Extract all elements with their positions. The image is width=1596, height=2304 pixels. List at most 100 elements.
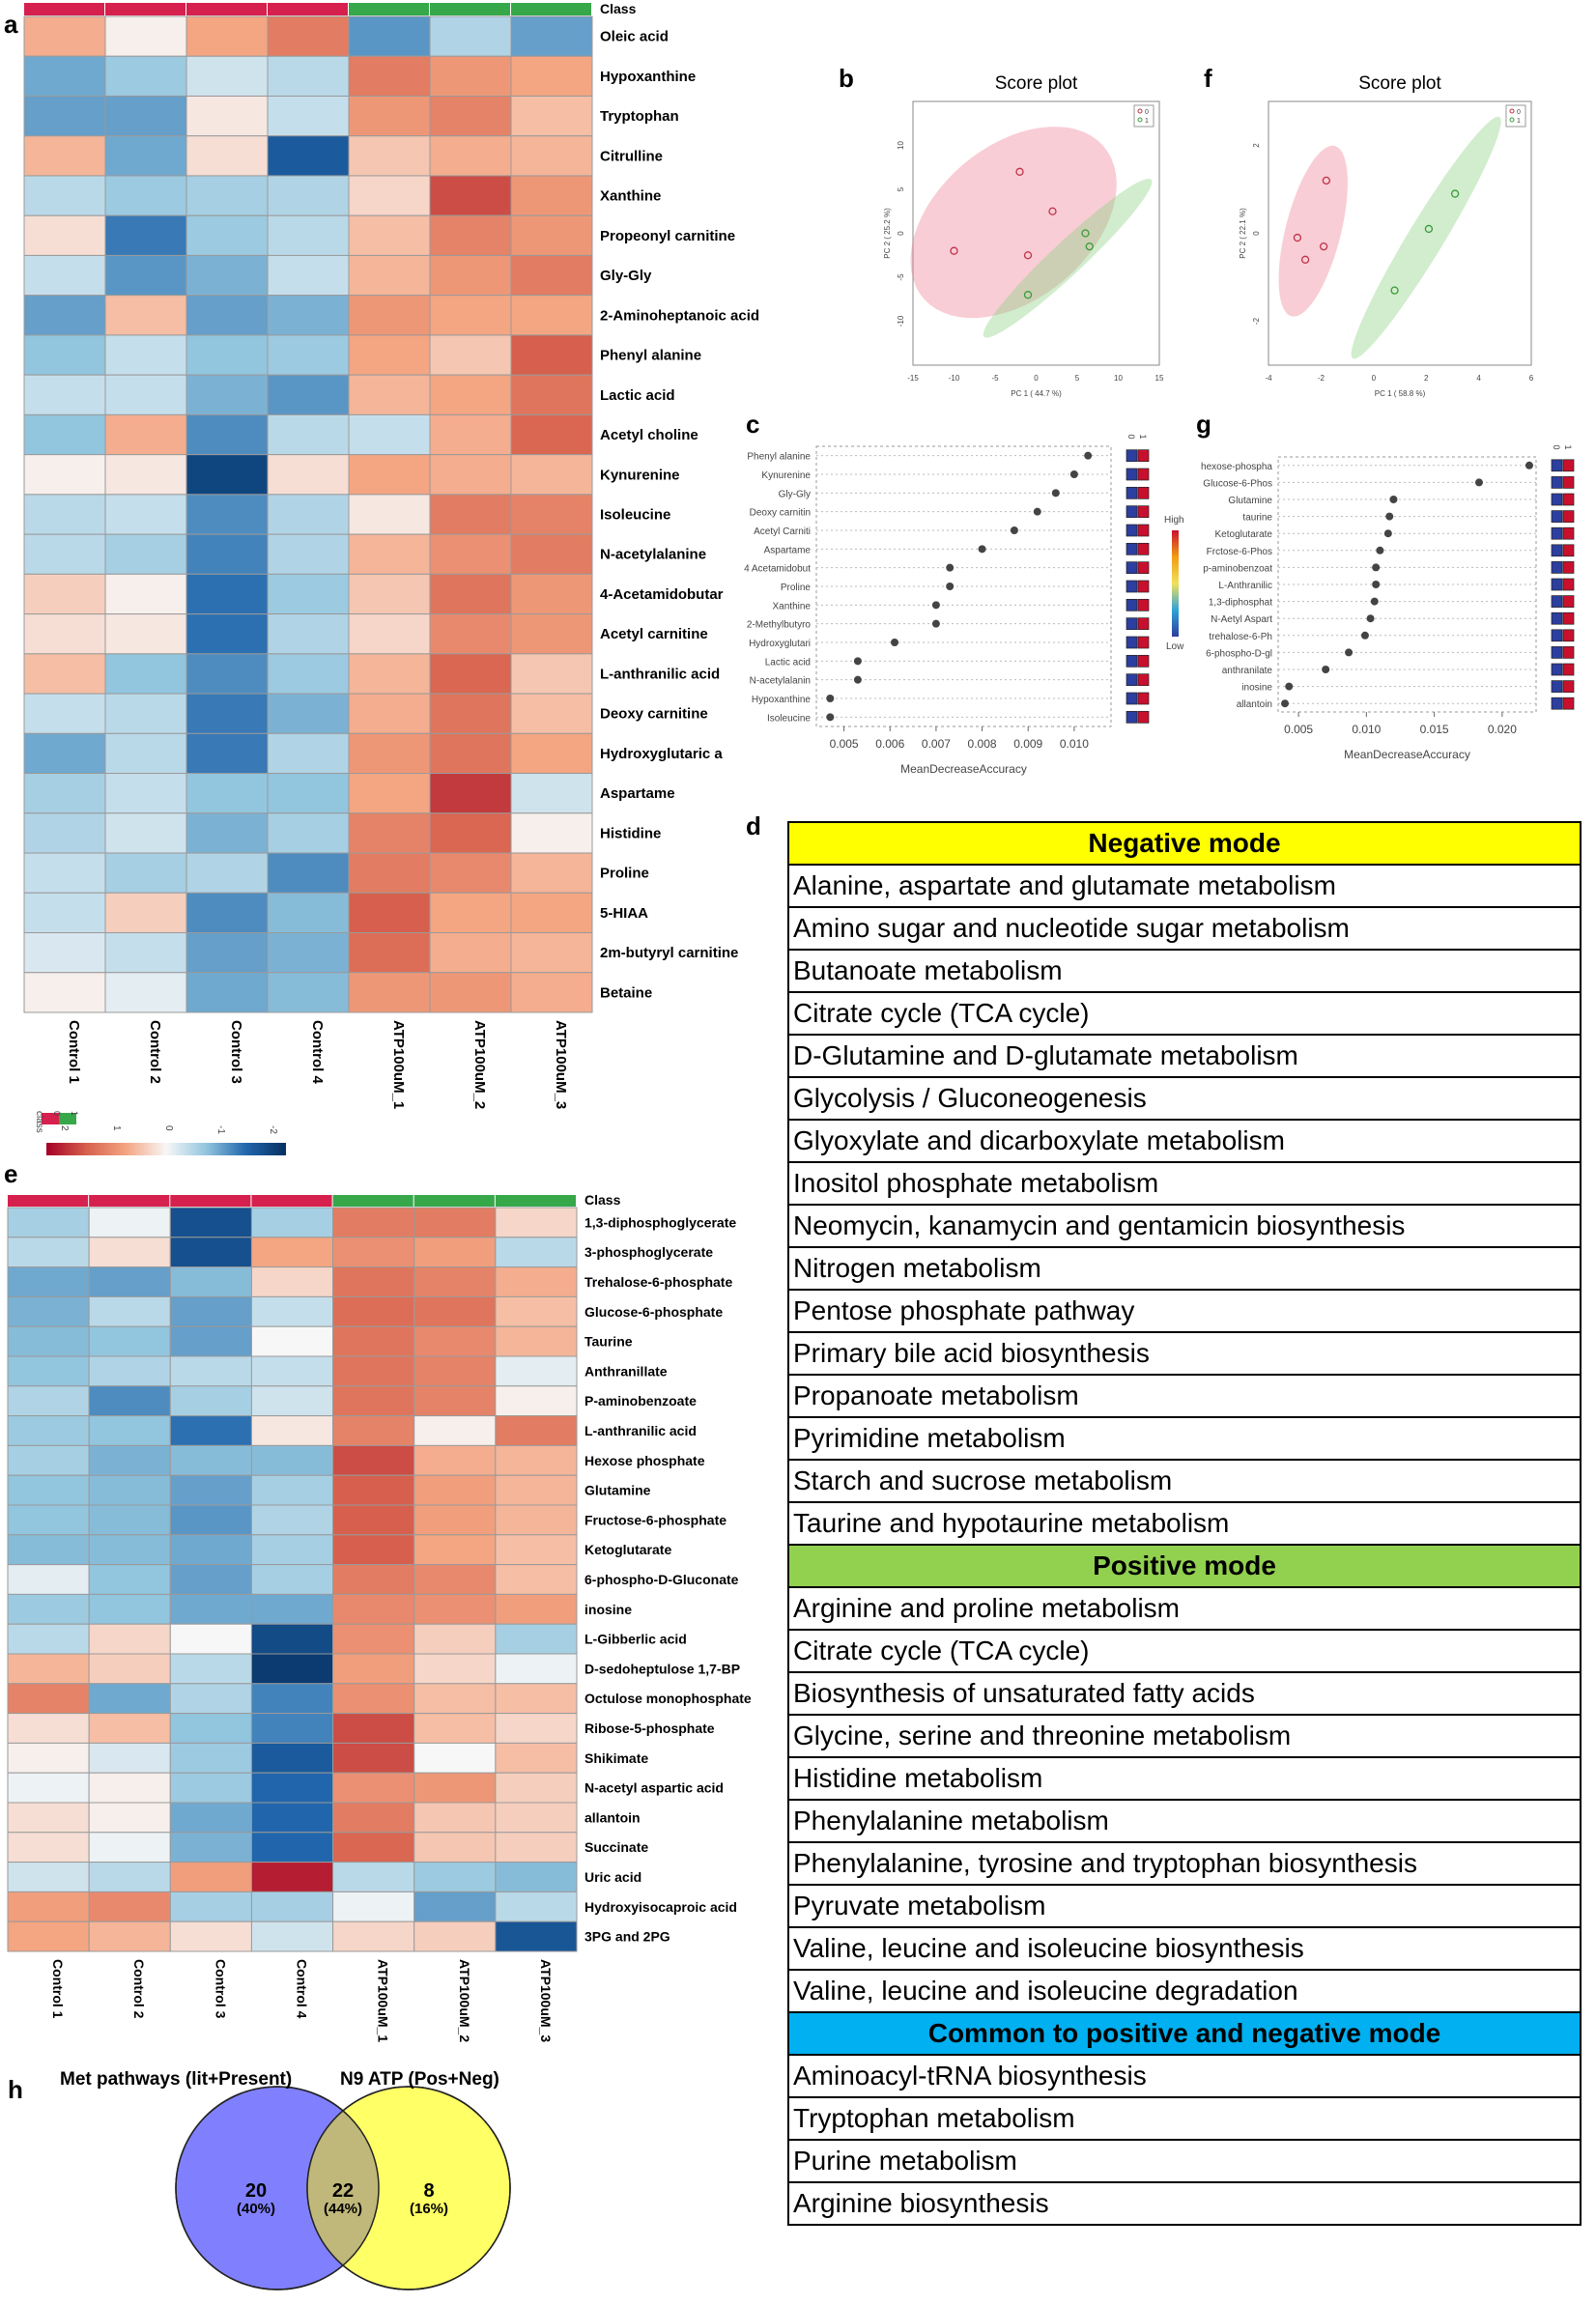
heatmap-cell: [332, 1355, 415, 1387]
heatmap-cell: [267, 135, 350, 177]
heatmap-cell: [169, 1653, 252, 1685]
heatmap-cell: [429, 533, 512, 575]
row-label: Xanthine: [600, 188, 661, 205]
heatmap-cell: [495, 1534, 578, 1566]
feature-label: Glutamine: [1228, 496, 1272, 506]
feature-label: N-acetylalanin: [750, 676, 811, 687]
class-box-0: [1126, 654, 1138, 668]
heatmap-cell: [413, 1653, 497, 1685]
heatmap-cell: [510, 693, 593, 734]
class-box-1: [1137, 692, 1150, 705]
heatmap-cell: [348, 55, 431, 97]
x-tick-label: 2: [1424, 374, 1429, 383]
heatmap-cell: [7, 1207, 90, 1238]
heatmap-cell: [88, 1564, 171, 1595]
class-box-1: [1137, 617, 1150, 631]
heatmap-cell: [510, 972, 593, 1013]
heatmap-cell: [7, 1504, 90, 1536]
row-label: D-sedoheptulose 1,7-BP: [584, 1661, 740, 1676]
heatmap-cell: [429, 494, 512, 535]
panel-f-score-plot: Score plot -4 -2 0 2 4 6 2 0 -2 PC 1 ( 58.8 %) PC 2…: [1239, 73, 1534, 398]
heatmap-cell: [23, 413, 106, 456]
class-bar-cell: [170, 1195, 251, 1207]
class-box-0: [1551, 459, 1563, 472]
row-label: Lactic acid: [600, 387, 675, 404]
heatmap-cell: [413, 1683, 497, 1715]
heatmap-cell: [185, 15, 269, 57]
heatmap-cell: [267, 732, 350, 775]
heatmap-cell: [348, 972, 431, 1013]
class-bar-cell: [24, 3, 104, 15]
heatmap-cell: [23, 892, 106, 934]
heatmap-cell: [104, 494, 187, 535]
section-header: Positive mode: [789, 1546, 1580, 1588]
heatmap-cell: [104, 812, 187, 854]
x-axis-label: MeanDecreaseAccuracy: [1344, 748, 1470, 761]
heatmap-cell: [250, 1713, 334, 1744]
class-box-0: [1126, 617, 1138, 631]
heatmap-cell: [250, 1564, 334, 1595]
venn-overlap: [307, 2087, 379, 2290]
row-label: 6-phospho-D-Gluconate: [584, 1572, 739, 1587]
pathway-row: Inositol phosphate metabolism: [789, 1163, 1580, 1206]
x-tick-label: -2: [1318, 374, 1325, 383]
panel-c-importance-plot: Phenyl alanine Kynurenine Gly-Gly Deoxy car…: [744, 434, 1184, 776]
score-legend: 01: [1505, 104, 1526, 128]
heatmap-cell: [267, 175, 350, 216]
heatmap-cell: [267, 55, 350, 97]
score-point: [1450, 189, 1460, 198]
x-tick-label: 0.005: [1284, 723, 1313, 736]
class-bar-cell: [8, 1195, 89, 1207]
confidence-ellipse: [910, 127, 1117, 319]
score-point: [1293, 233, 1302, 242]
pathway-row: Citrate cycle (TCA cycle): [789, 993, 1580, 1036]
heatmap-cell: [413, 1534, 497, 1566]
row-label: Uric acid: [584, 1869, 641, 1885]
heatmap-cell: [495, 1742, 578, 1774]
feature-label: Lactic acid: [765, 657, 811, 668]
legend-label: 0: [1517, 109, 1521, 116]
x-tick-label: 0.020: [1488, 723, 1517, 736]
heatmap-cell: [413, 1444, 497, 1476]
importance-point: [1281, 699, 1290, 708]
feature-label: allantoin: [1237, 699, 1272, 710]
row-label: Succinate: [584, 1839, 648, 1855]
panel-letter-h: h: [8, 2075, 23, 2104]
venn-set-a-name: Met pathways (lit+Present): [60, 2069, 292, 2090]
class-box-0: [1126, 710, 1138, 724]
heatmap-cell: [88, 1653, 171, 1685]
heatmap-cell: [88, 1385, 171, 1417]
pathway-row: Nitrogen metabolism: [789, 1248, 1580, 1291]
x-tick-label: 0: [1034, 374, 1039, 383]
heatmap-cell: [169, 1772, 252, 1804]
score-point: [1048, 207, 1057, 215]
class-bar-cell: [186, 3, 267, 15]
heatmap-cell: [332, 1237, 415, 1268]
heatmap-cell: [348, 95, 431, 137]
heatmap-cell: [23, 852, 106, 894]
heatmap-cell: [104, 214, 187, 256]
heatmap-cell: [169, 1355, 252, 1387]
row-label: 4-Acetamidobutar: [600, 586, 724, 603]
heatmap-cell: [104, 334, 187, 376]
heatmap-cell: [185, 533, 269, 575]
row-label: 2-Aminoheptanoic acid: [600, 307, 759, 324]
heatmap-cell: [169, 1683, 252, 1715]
class-box-0: [1551, 629, 1563, 642]
heatmap-cell: [185, 374, 269, 415]
panel-h-venn: Met pathways (lit+Present) N9 ATP (Pos+Ne…: [60, 2069, 511, 2290]
row-label: Ribose-5-phosphate: [584, 1721, 715, 1736]
pathway-row: Glycolysis / Gluconeogenesis: [789, 1078, 1580, 1121]
heatmap-cell: [495, 1237, 578, 1268]
feature-label: Acetyl Carniti: [754, 526, 811, 537]
heatmap-cell: [88, 1237, 171, 1268]
class-legend: class 0 1: [34, 1111, 79, 1133]
heatmap-cell: [23, 175, 106, 216]
feature-label: Deoxy carnitin: [750, 508, 811, 519]
heatmap-cell: [267, 334, 350, 376]
class-box-1: [1562, 493, 1575, 506]
heatmap-cell: [250, 1920, 334, 1952]
heatmap-cell: [185, 573, 269, 615]
heatmap-cell: [88, 1355, 171, 1387]
heatmap-cell: [495, 1295, 578, 1327]
